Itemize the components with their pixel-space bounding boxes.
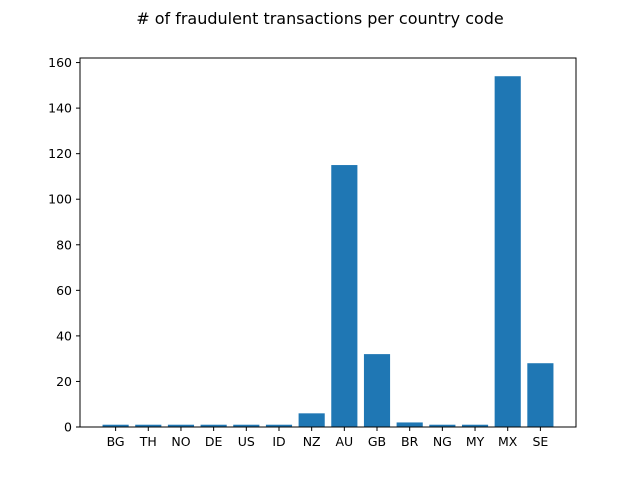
bar-gb [363,354,391,427]
x-tick-label: US [238,434,255,449]
bar-nz [298,413,325,427]
bar-se [527,363,554,427]
x-tick-label: GB [368,434,386,449]
y-tick-label: 80 [56,237,72,252]
y-tick-label: 120 [48,146,72,161]
y-tick-label: 40 [56,328,72,343]
bar-th [135,424,162,427]
bar-de [200,424,227,427]
x-tick-label: NG [433,434,452,449]
y-axis: 0 20 40 60 80 100 120 140 160 [48,55,80,435]
bar-mx [494,76,521,427]
y-tick-label: 0 [64,420,72,435]
bars-group [102,76,554,428]
x-axis: BG TH NO DE US ID NZ AU GB BR NG MY MX SE [107,427,548,449]
bar-us [233,424,260,427]
x-tick-label: MX [498,434,518,449]
bar-bg [102,424,129,427]
bar-no [167,424,195,427]
bar-my [461,424,489,427]
plot-area-frame [79,57,577,428]
y-tick-label: 160 [48,55,72,70]
x-tick-label: BR [401,434,419,449]
x-tick-label: NO [171,434,190,449]
bar-id [265,424,293,427]
x-tick-label: ID [272,434,285,449]
x-tick-label: TH [139,434,157,449]
x-tick-label: SE [532,434,548,449]
bar-br [396,422,423,427]
bar-au [331,165,358,428]
x-tick-label: NZ [303,434,321,449]
y-tick-label: 140 [48,101,72,116]
y-tick-label: 20 [56,374,72,389]
y-tick-label: 100 [48,192,72,207]
x-tick-label: BG [107,434,125,449]
y-tick-label: 60 [56,283,72,298]
x-tick-label: MY [466,434,485,449]
bar-ng [429,424,456,427]
x-tick-label: AU [335,434,353,449]
chart-title: # of fraudulent transactions per country… [136,9,504,28]
x-tick-label: DE [205,434,223,449]
